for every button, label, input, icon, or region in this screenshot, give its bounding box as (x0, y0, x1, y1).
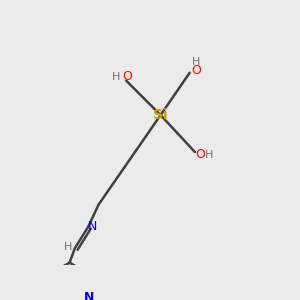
Text: H: H (64, 242, 73, 252)
Text: H: H (205, 150, 214, 160)
Text: O: O (191, 64, 201, 76)
Text: H: H (192, 57, 200, 67)
Text: O: O (195, 148, 205, 161)
Text: H: H (111, 72, 120, 82)
Text: Si: Si (153, 108, 168, 122)
Text: N: N (84, 291, 94, 300)
Text: O: O (123, 70, 133, 83)
Text: N: N (87, 220, 97, 233)
